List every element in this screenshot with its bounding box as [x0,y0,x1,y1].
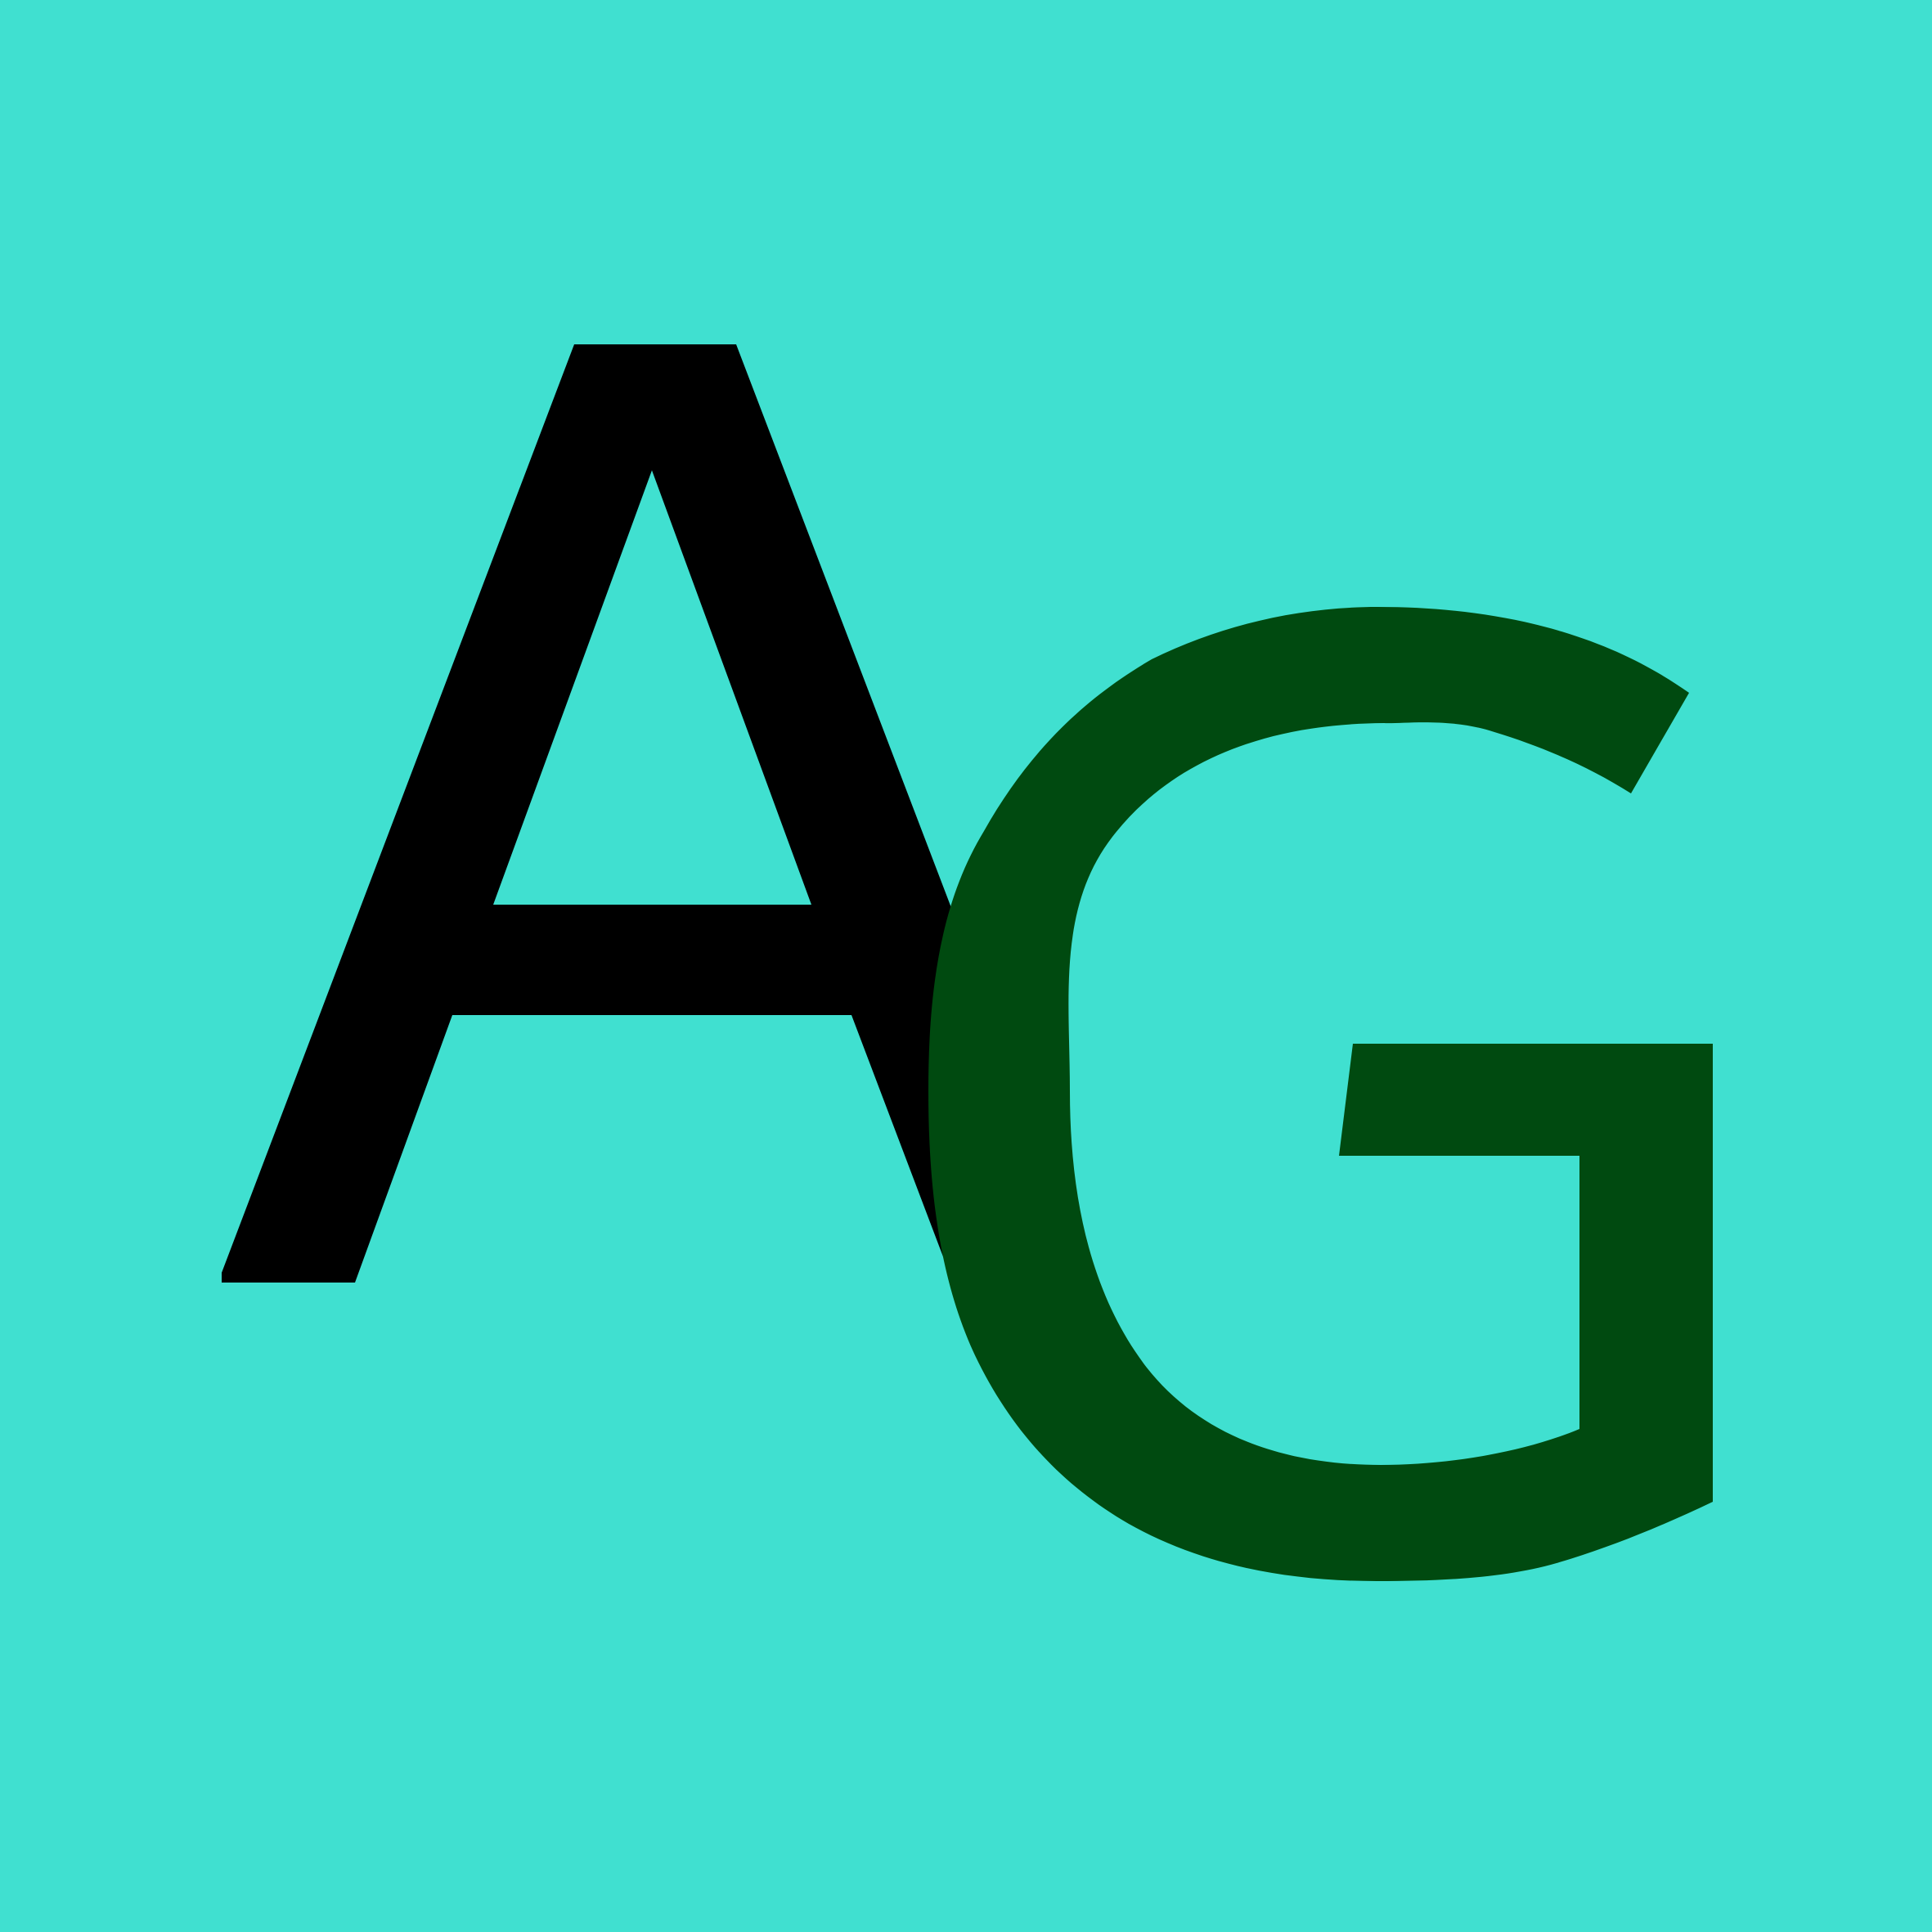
letter-a-glyph [222,344,953,1283]
letter-g-glyph [928,607,1713,1581]
